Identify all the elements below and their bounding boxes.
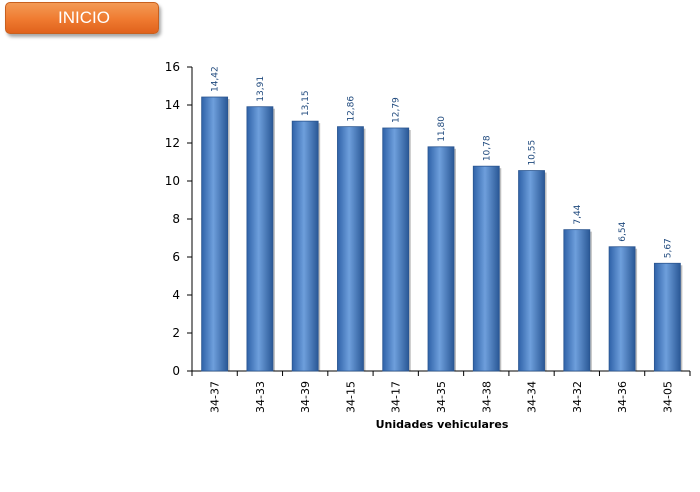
y-tick-label: 8 [172, 212, 180, 226]
inicio-button[interactable]: INICIO [5, 2, 159, 34]
x-tick-label: 34-33 [254, 381, 267, 413]
chart-labels: 34-37 14,42 34-33 13,91 34-39 13,15 34-15 12,86… [209, 66, 675, 413]
y-tick-label: 10 [165, 174, 180, 188]
data-label: 13,91 [256, 76, 266, 102]
x-tick-label: 34-15 [344, 381, 357, 413]
x-tick-label: 34-36 [616, 381, 629, 413]
x-tick-label: 34-05 [661, 381, 674, 413]
bar [472, 165, 500, 372]
x-tick-label: 34-32 [571, 381, 584, 413]
x-axis-title: Unidades vehiculares [376, 418, 509, 431]
bar [653, 262, 681, 372]
bar [337, 126, 364, 372]
y-tick-label: 14 [165, 98, 180, 112]
data-label: 10,78 [482, 135, 492, 161]
y-tick-label: 4 [172, 288, 180, 302]
data-label: 10,55 [528, 140, 538, 166]
x-tick-label: 34-37 [209, 381, 222, 413]
chart-bars [201, 96, 683, 372]
bar [382, 127, 410, 372]
bar [563, 229, 591, 372]
data-label: 5,67 [663, 238, 673, 258]
y-tick-label: 12 [165, 136, 180, 150]
chart-axes: 0 2 4 6 8 10 12 14 16 [165, 60, 691, 378]
data-label: 7,44 [573, 204, 583, 224]
bar [608, 246, 636, 372]
x-tick-label: 34-34 [526, 381, 539, 413]
y-tick-label: 6 [172, 250, 180, 264]
bar [518, 170, 545, 372]
x-tick-label: 34-38 [480, 381, 493, 413]
bar [246, 106, 274, 372]
y-tick-label: 16 [165, 60, 180, 74]
y-tick-label: 0 [172, 364, 180, 378]
data-label: 12,79 [392, 97, 402, 123]
data-label: 11,80 [437, 116, 447, 142]
bar [427, 146, 455, 372]
bar [291, 120, 319, 372]
x-tick-label: 34-39 [299, 381, 312, 413]
y-tick-label: 2 [172, 326, 180, 340]
bar [201, 96, 229, 372]
data-label: 12,86 [346, 96, 356, 122]
data-label: 6,54 [618, 221, 628, 241]
x-tick-label: 34-35 [435, 381, 448, 413]
data-label: 13,15 [301, 90, 311, 116]
x-tick-label: 34-17 [390, 381, 403, 413]
data-label: 14,42 [211, 66, 221, 92]
